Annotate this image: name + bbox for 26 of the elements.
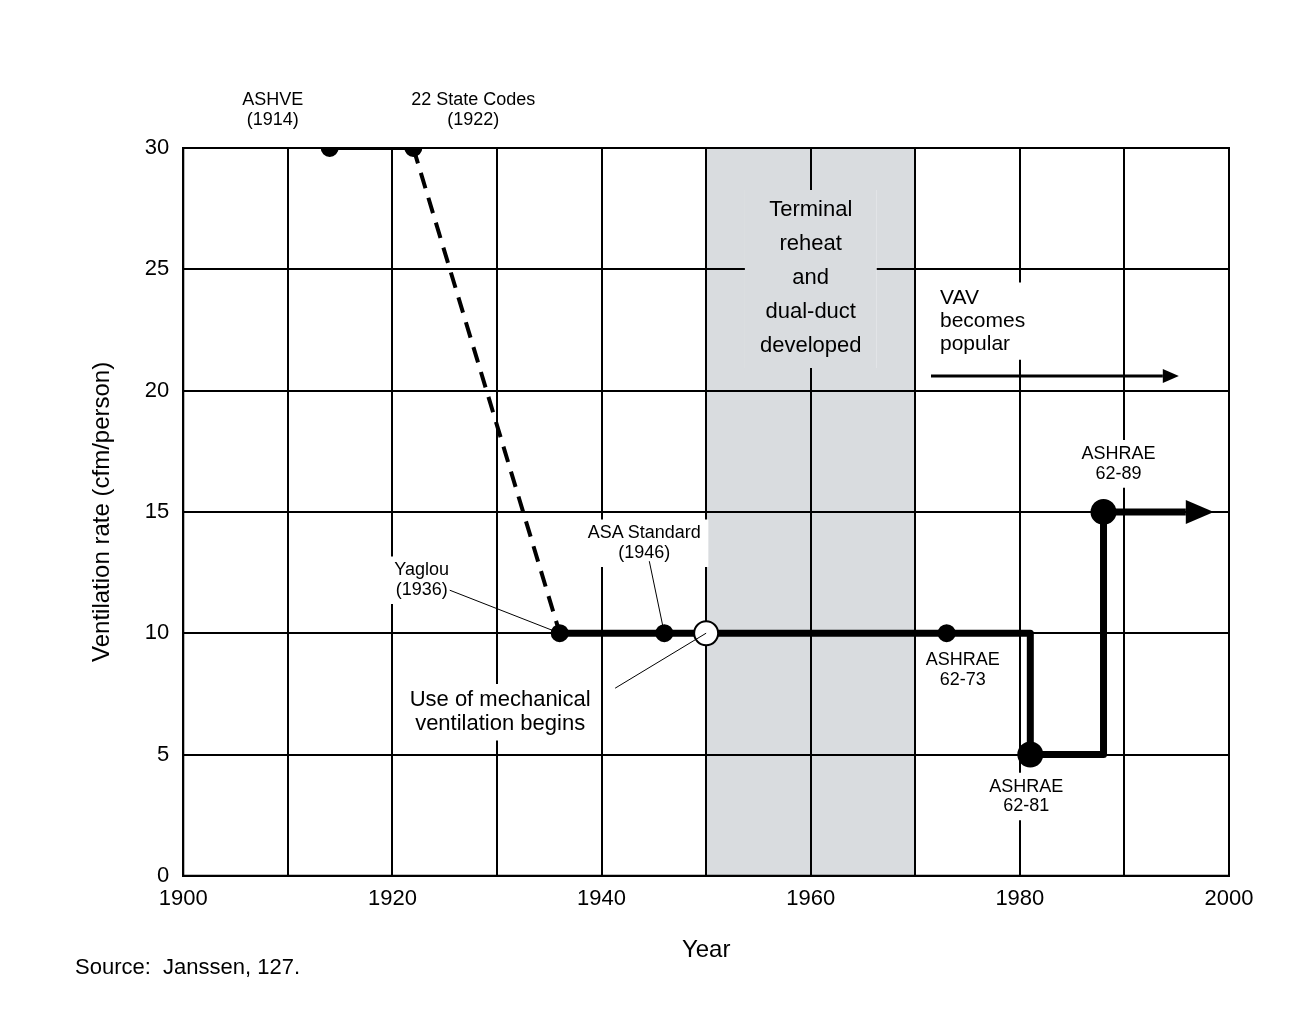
y-tick-label: 0: [157, 861, 170, 887]
annotation: ASHRAE 62-81: [989, 775, 1064, 816]
annotation: ASHRAE 62-73: [925, 649, 1000, 690]
x-tick-label: 1960: [786, 885, 836, 911]
x-tick-label: 1900: [158, 885, 208, 911]
x-tick-label: 2000: [1204, 885, 1254, 911]
y-tick-label: 30: [144, 134, 170, 160]
x-tick-label: 1920: [367, 885, 417, 911]
y-tick-label: 5: [157, 740, 170, 766]
y-tick-label: 15: [144, 497, 170, 523]
annotation: ASHRAE 62-89: [1081, 442, 1156, 483]
y-tick-label: 10: [144, 619, 170, 645]
source-note: Source: Janssen, 127.: [75, 954, 301, 980]
annotation: Use of mechanical ventilation begins: [409, 686, 591, 736]
y-tick-label: 20: [144, 376, 170, 402]
x-axis-title: Year: [681, 935, 731, 963]
annotation: ASHVE (1914): [242, 89, 304, 129]
x-tick-label: 1940: [577, 885, 627, 911]
annotation: VAV becomes popular: [940, 284, 1026, 354]
annotation: 22 State Codes (1922): [411, 89, 536, 129]
y-tick-label: 25: [144, 255, 170, 281]
x-tick-label: 1980: [995, 885, 1045, 911]
band-label: Terminal reheat and dual-duct developed: [759, 196, 862, 358]
annotation: Yaglou (1936): [394, 559, 450, 600]
annotation: ASA Standard (1946): [587, 522, 701, 563]
y-axis-title: Ventilation rate (cfm/person): [87, 361, 115, 662]
